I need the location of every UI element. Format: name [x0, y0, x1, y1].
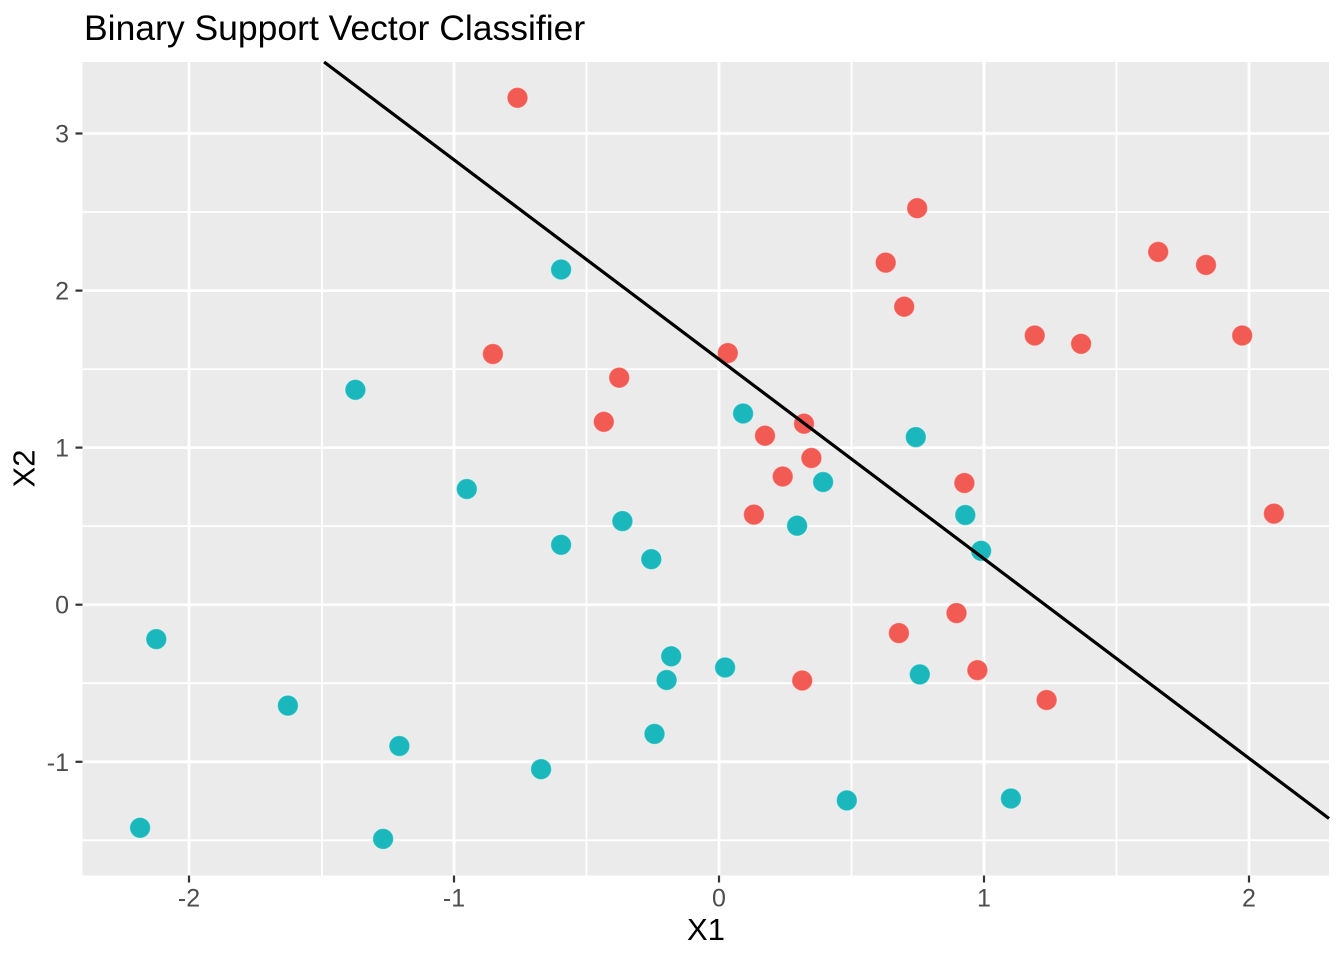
- svg-text:-1: -1: [47, 749, 69, 777]
- svg-text:Binary Support Vector Classifi: Binary Support Vector Classifier: [84, 8, 585, 48]
- svg-text:0: 0: [55, 592, 69, 620]
- svg-text:2: 2: [1242, 885, 1256, 913]
- svg-text:1: 1: [55, 435, 69, 463]
- svg-text:2: 2: [55, 278, 69, 306]
- svg-text:0: 0: [712, 885, 726, 913]
- svg-text:3: 3: [55, 121, 69, 149]
- svg-text:1: 1: [977, 885, 991, 913]
- svg-text:X2: X2: [7, 450, 42, 488]
- svg-text:X1: X1: [687, 912, 725, 947]
- svg-text:-1: -1: [443, 885, 465, 913]
- svg-text:-2: -2: [178, 885, 200, 913]
